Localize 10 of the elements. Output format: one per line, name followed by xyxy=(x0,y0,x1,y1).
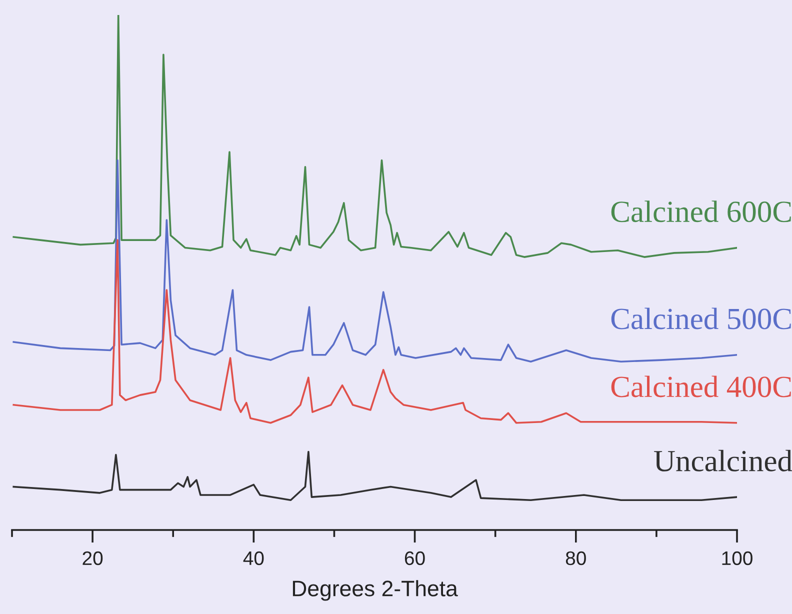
series-label: Calcined 500C xyxy=(611,308,791,330)
x-tick-label: 20 xyxy=(82,551,103,566)
series-label: Calcined 600C xyxy=(611,200,791,222)
x-tick-label: 80 xyxy=(566,551,586,566)
x-axis-title: Degrees 2-Theta xyxy=(292,580,458,601)
x-tick-label: 60 xyxy=(404,551,425,566)
x-tick-label: 40 xyxy=(243,551,264,566)
x-tick-label: 100 xyxy=(722,551,752,566)
series-label: Calcined 400C xyxy=(611,376,791,398)
series-label: Uncalcined xyxy=(654,450,792,472)
